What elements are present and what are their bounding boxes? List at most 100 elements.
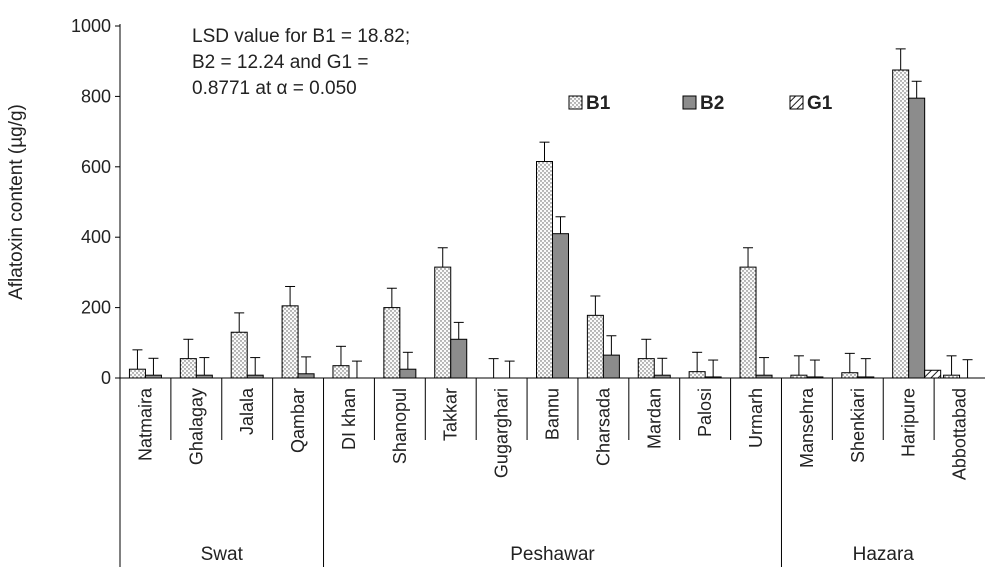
x-tick-label-abbottabad: Abbottabad bbox=[950, 388, 970, 480]
legend-item-b2: B2 bbox=[682, 93, 724, 114]
group-label-swat: Swat bbox=[201, 544, 244, 565]
error-bar-b1-jalala bbox=[234, 312, 245, 333]
bar-b1-mardan bbox=[637, 358, 655, 379]
legend-item-g1: G1 bbox=[789, 93, 833, 114]
error-bar-b2-abbottabad bbox=[962, 359, 973, 378]
bar-b1-di-khan bbox=[332, 365, 350, 379]
error-bar-b2-bannu bbox=[555, 216, 566, 234]
bar-b2-qambar bbox=[297, 373, 315, 379]
error-bar-b1-shenkiari bbox=[844, 352, 855, 373]
error-bar-b2-jalala bbox=[250, 357, 261, 376]
error-bars bbox=[132, 48, 973, 378]
x-tick-label-bannu: Bannu bbox=[543, 388, 563, 440]
error-bar-b1-bannu bbox=[539, 141, 550, 162]
bar-b1-shanopul bbox=[383, 307, 401, 379]
bar-b1-takkar bbox=[434, 266, 452, 379]
legend-label-b1: B1 bbox=[586, 93, 611, 114]
bar-b2-takkar bbox=[450, 338, 468, 379]
error-bar-b1-gugarghari bbox=[488, 358, 499, 378]
legend-item-b1: B1 bbox=[568, 93, 611, 114]
y-tick-label-600: 600 bbox=[81, 157, 111, 177]
bar-b1-shenkiari bbox=[841, 372, 859, 379]
bar-b1-palosi bbox=[688, 371, 706, 379]
error-bar-b1-qambar bbox=[285, 285, 296, 306]
x-tick-label-jalala: Jalala bbox=[237, 387, 257, 435]
error-bar-b1-mansehra bbox=[793, 355, 804, 376]
y-axis-label: Aflatoxin content (µg/g) bbox=[6, 104, 27, 300]
group-label-hazara: Hazara bbox=[853, 544, 915, 565]
bar-b2-shanopul bbox=[399, 368, 417, 379]
error-bar-b1-di-khan bbox=[335, 345, 346, 366]
x-tick-label-gugarghari: Gugarghari bbox=[492, 388, 512, 478]
legend-label-b2: B2 bbox=[700, 93, 724, 114]
x-tick-label-shanopul: Shanopul bbox=[390, 388, 410, 464]
error-bar-b2-di-khan bbox=[351, 360, 362, 378]
y-tick-label-400: 400 bbox=[81, 227, 111, 247]
bar-b1-urmarh bbox=[739, 266, 757, 379]
annotation-line-1: LSD value for B1 = 18.82; bbox=[192, 26, 410, 47]
error-bar-b1-charsada bbox=[590, 295, 601, 316]
error-bar-b1-takkar bbox=[437, 247, 448, 268]
y-axis: 0 200 400 600 800 1000 bbox=[71, 16, 121, 388]
bar-g1-haripure bbox=[924, 369, 942, 379]
bar-b1-jalala bbox=[230, 331, 248, 379]
error-bar-b1-mardan bbox=[641, 338, 652, 359]
error-bar-b2-shenkiari bbox=[860, 358, 871, 377]
annotation-line-3: 0.8771 at α = 0.050 bbox=[192, 78, 357, 99]
error-bar-b2-mardan bbox=[657, 357, 668, 376]
x-tick-label-charsada: Charsada bbox=[593, 387, 613, 466]
legend-swatch-b1 bbox=[568, 95, 583, 110]
error-bar-b1-haripure bbox=[895, 48, 906, 70]
y-tick-label-1000: 1000 bbox=[71, 16, 111, 36]
bar-b2-bannu bbox=[552, 233, 569, 379]
y-tick-label-0: 0 bbox=[101, 368, 111, 388]
x-tick-label-urmarh: Urmarh bbox=[746, 388, 766, 448]
x-tick-label-takkar: Takkar bbox=[441, 388, 461, 441]
x-tick-label-ghalagay: Ghalagay bbox=[186, 388, 206, 465]
bar-b1-haripure bbox=[892, 69, 910, 379]
error-bar-b2-takkar bbox=[453, 321, 464, 340]
y-tick-label-200: 200 bbox=[81, 298, 111, 318]
error-bar-b1-abbottabad bbox=[946, 355, 957, 376]
bar-b1-ghalagay bbox=[179, 358, 197, 379]
x-axis: Natmaira Ghalagay Jalala Qambar DI khan Shano… bbox=[119, 377, 985, 567]
x-tick-label-qambar: Qambar bbox=[288, 388, 308, 453]
error-bar-b1-palosi bbox=[692, 351, 703, 372]
error-bar-b1-shanopul bbox=[386, 287, 397, 308]
bar-b1-bannu bbox=[536, 161, 553, 379]
error-bar-b1-natmaira bbox=[132, 349, 143, 370]
annotation: LSD value for B1 = 18.82; B2 = 12.24 and… bbox=[192, 26, 410, 99]
legend-swatch-b2 bbox=[682, 95, 697, 110]
x-tick-label-di-khan: DI khan bbox=[339, 388, 359, 450]
bar-b2-charsada bbox=[602, 354, 620, 379]
x-tick-label-haripure: Haripure bbox=[899, 388, 919, 457]
group-label-peshawar: Peshawar bbox=[510, 544, 595, 565]
x-tick-label-shenkiari: Shenkiari bbox=[848, 388, 868, 463]
error-bar-b1-ghalagay bbox=[183, 338, 194, 359]
y-tick-label-800: 800 bbox=[81, 86, 111, 106]
legend: B1 B2 G1 bbox=[568, 93, 833, 114]
error-bar-b2-mansehra bbox=[809, 359, 820, 377]
error-bar-b2-palosi bbox=[708, 359, 719, 377]
error-bar-b2-shanopul bbox=[402, 351, 413, 370]
error-bar-b2-natmaira bbox=[148, 357, 159, 376]
bar-b2-haripure bbox=[908, 97, 926, 379]
x-tick-label-mansehra: Mansehra bbox=[797, 387, 817, 468]
error-bar-b1-urmarh bbox=[743, 247, 754, 268]
bar-b1-charsada bbox=[586, 314, 604, 379]
bar-b1-qambar bbox=[281, 305, 299, 379]
error-bar-b2-charsada bbox=[606, 335, 617, 356]
x-tick-label-natmaira: Natmaira bbox=[135, 387, 155, 461]
legend-swatch-g1 bbox=[789, 95, 804, 110]
legend-label-g1: G1 bbox=[807, 93, 833, 114]
error-bar-b2-qambar bbox=[301, 356, 312, 374]
error-bar-b2-gugarghari bbox=[504, 360, 515, 378]
annotation-line-2: B2 = 12.24 and G1 = bbox=[192, 52, 368, 73]
x-tick-label-palosi: Palosi bbox=[695, 388, 715, 437]
error-bar-b2-urmarh bbox=[759, 357, 770, 376]
bars bbox=[128, 69, 961, 379]
x-tick-label-mardan: Mardan bbox=[644, 388, 664, 449]
bar-b1-natmaira bbox=[128, 368, 146, 379]
error-bar-b2-ghalagay bbox=[199, 357, 210, 376]
